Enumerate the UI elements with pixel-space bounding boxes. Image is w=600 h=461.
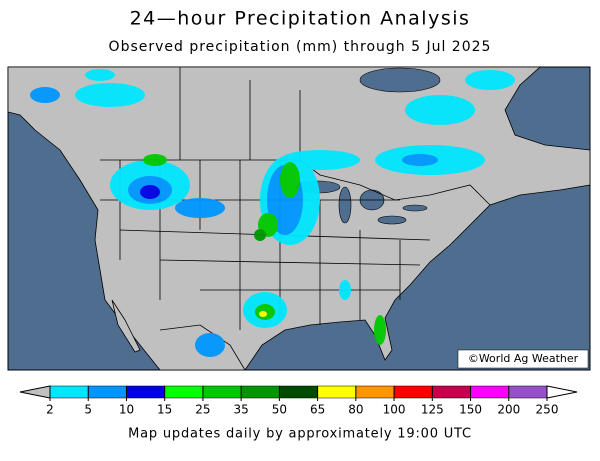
- tick-label: 80: [348, 403, 363, 417]
- tick-label: 150: [459, 403, 482, 417]
- color-bin: [279, 385, 318, 399]
- above-range: [546, 385, 578, 399]
- tick-label: 50: [272, 403, 287, 417]
- color-bin: [240, 385, 280, 399]
- tick-label: 65: [310, 403, 325, 417]
- color-bin: [87, 385, 127, 399]
- tick-label: 250: [536, 403, 559, 417]
- legend: 2 5 10 15 25 35 50 65 80 100 125 150 200 250: [19, 385, 578, 417]
- tick-label: 35: [234, 403, 249, 417]
- color-bin: [126, 385, 165, 399]
- color-bin: [470, 385, 510, 399]
- tick-label: 10: [119, 403, 134, 417]
- subtitle: Observed precipitation (mm) through 5 Ju…: [109, 39, 492, 55]
- color-bin: [164, 385, 204, 399]
- lakes: [295, 67, 441, 225]
- color-bin: [355, 385, 395, 399]
- tick-label: 100: [383, 403, 406, 417]
- footer-note: Map updates daily by approximately 19:00…: [128, 427, 472, 442]
- color-bin: [202, 385, 242, 399]
- credit-box: [457, 349, 589, 369]
- tick-label: 200: [497, 403, 520, 417]
- credit: ©World Ag Weather: [468, 352, 579, 365]
- map: ©World Ag Weather: [7, 66, 591, 371]
- tick-label: 2: [46, 403, 54, 417]
- color-bin: [393, 385, 433, 399]
- tick-label: 25: [195, 403, 210, 417]
- below-range: [19, 385, 51, 399]
- tick-label: 15: [157, 403, 172, 417]
- color-bin: [49, 385, 89, 399]
- title: 24—hour Precipitation Analysis: [130, 8, 471, 30]
- color-bin: [317, 385, 357, 399]
- tick-label: 5: [84, 403, 92, 417]
- baja: [111, 299, 141, 353]
- precipitation: [30, 69, 515, 357]
- tick-label: 125: [421, 403, 444, 417]
- color-bin: [508, 385, 548, 399]
- color-bin: [432, 385, 471, 399]
